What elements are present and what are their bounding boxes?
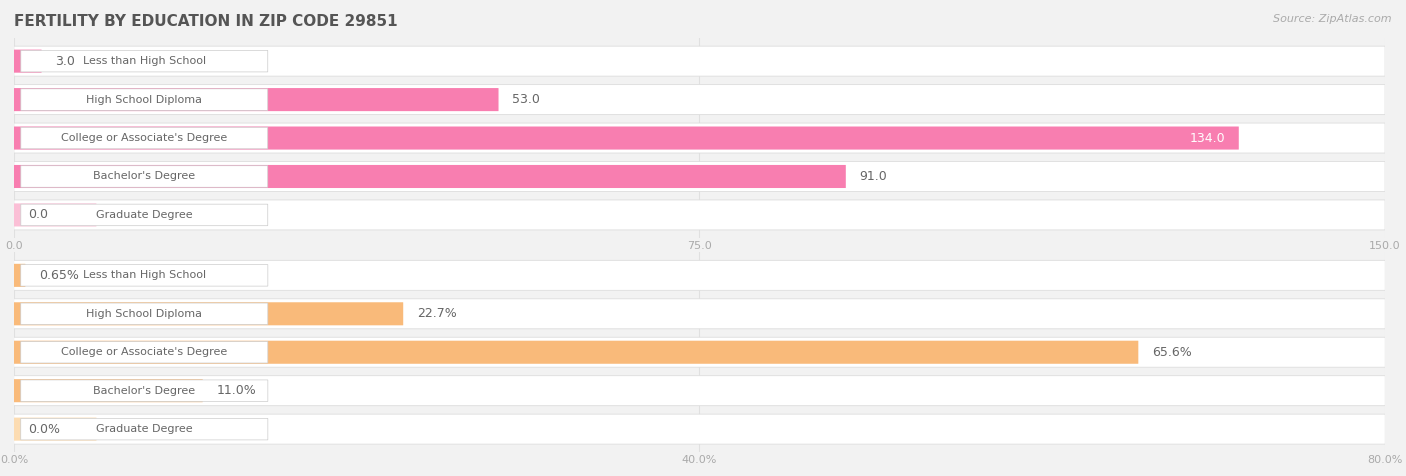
FancyBboxPatch shape bbox=[21, 166, 267, 187]
FancyBboxPatch shape bbox=[21, 127, 267, 149]
FancyBboxPatch shape bbox=[14, 337, 1385, 367]
FancyBboxPatch shape bbox=[21, 204, 267, 226]
FancyBboxPatch shape bbox=[14, 376, 1385, 406]
FancyBboxPatch shape bbox=[21, 341, 267, 363]
FancyBboxPatch shape bbox=[14, 85, 1385, 115]
Text: Source: ZipAtlas.com: Source: ZipAtlas.com bbox=[1274, 14, 1392, 24]
FancyBboxPatch shape bbox=[14, 302, 404, 325]
FancyBboxPatch shape bbox=[14, 417, 97, 441]
FancyBboxPatch shape bbox=[14, 127, 1239, 149]
Text: FERTILITY BY EDUCATION IN ZIP CODE 29851: FERTILITY BY EDUCATION IN ZIP CODE 29851 bbox=[14, 14, 398, 30]
Text: Less than High School: Less than High School bbox=[83, 270, 205, 280]
FancyBboxPatch shape bbox=[14, 414, 1385, 444]
FancyBboxPatch shape bbox=[14, 260, 1385, 290]
FancyBboxPatch shape bbox=[21, 265, 267, 286]
Text: 65.6%: 65.6% bbox=[1152, 346, 1192, 359]
Text: Bachelor's Degree: Bachelor's Degree bbox=[93, 386, 195, 396]
FancyBboxPatch shape bbox=[21, 50, 267, 72]
Text: 134.0: 134.0 bbox=[1189, 131, 1225, 145]
FancyBboxPatch shape bbox=[14, 123, 1385, 153]
Text: College or Associate's Degree: College or Associate's Degree bbox=[62, 347, 228, 357]
Text: 0.65%: 0.65% bbox=[39, 269, 79, 282]
Text: 22.7%: 22.7% bbox=[416, 307, 457, 320]
Text: 0.0%: 0.0% bbox=[28, 423, 60, 436]
Text: 91.0: 91.0 bbox=[859, 170, 887, 183]
Text: Less than High School: Less than High School bbox=[83, 56, 205, 66]
FancyBboxPatch shape bbox=[14, 46, 1385, 76]
Text: College or Associate's Degree: College or Associate's Degree bbox=[62, 133, 228, 143]
Text: High School Diploma: High School Diploma bbox=[86, 95, 202, 105]
Text: High School Diploma: High School Diploma bbox=[86, 309, 202, 319]
Text: 0.0: 0.0 bbox=[28, 208, 48, 221]
Text: Graduate Degree: Graduate Degree bbox=[96, 424, 193, 434]
FancyBboxPatch shape bbox=[14, 50, 42, 73]
FancyBboxPatch shape bbox=[14, 299, 1385, 329]
FancyBboxPatch shape bbox=[14, 341, 1139, 364]
Text: Graduate Degree: Graduate Degree bbox=[96, 210, 193, 220]
FancyBboxPatch shape bbox=[21, 89, 267, 110]
Text: 3.0: 3.0 bbox=[55, 55, 75, 68]
Text: 11.0%: 11.0% bbox=[217, 384, 256, 397]
FancyBboxPatch shape bbox=[14, 264, 25, 287]
FancyBboxPatch shape bbox=[14, 379, 202, 402]
FancyBboxPatch shape bbox=[14, 165, 846, 188]
FancyBboxPatch shape bbox=[21, 418, 267, 440]
Text: 53.0: 53.0 bbox=[512, 93, 540, 106]
FancyBboxPatch shape bbox=[14, 161, 1385, 191]
FancyBboxPatch shape bbox=[14, 200, 1385, 230]
FancyBboxPatch shape bbox=[21, 303, 267, 325]
FancyBboxPatch shape bbox=[14, 203, 97, 227]
FancyBboxPatch shape bbox=[21, 380, 267, 401]
FancyBboxPatch shape bbox=[14, 88, 499, 111]
Text: Bachelor's Degree: Bachelor's Degree bbox=[93, 171, 195, 181]
